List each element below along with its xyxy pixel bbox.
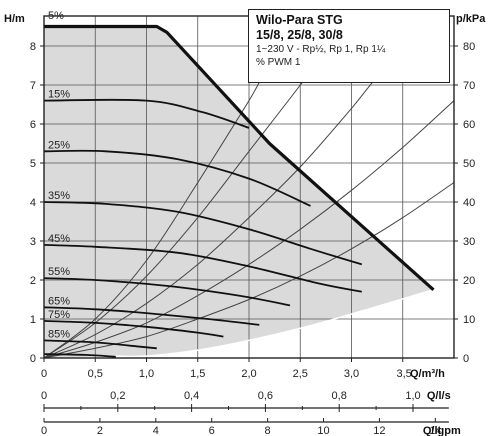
pwm-curve — [43, 201, 363, 266]
x3-tick-label: 6 — [209, 425, 215, 436]
y-tick-label: 0 — [30, 353, 36, 365]
y-tick-label: 3 — [30, 236, 36, 248]
y-tick-label: 7 — [30, 80, 36, 92]
system-curve — [43, 182, 455, 359]
pwm-curve — [43, 320, 224, 338]
operating-region — [44, 26, 434, 358]
x3-tick-label: 12 — [373, 425, 385, 436]
y2-tick-label: 50 — [463, 158, 475, 170]
y2-axis-label: p/kPa — [456, 13, 486, 25]
x2-axis-label: Q/l/s — [427, 390, 451, 402]
y-tick-label: 2 — [30, 275, 36, 287]
min-envelope-line — [115, 289, 434, 358]
pwm-curve — [43, 277, 291, 307]
x3-tick-label: 0 — [41, 425, 47, 436]
pwm-curve-label: 25% — [48, 139, 70, 151]
y2-tick-label: 30 — [463, 236, 475, 248]
pwm-curve — [43, 306, 260, 326]
pwm-curve-label: 15% — [48, 89, 70, 101]
y2-tick-label: 80 — [463, 41, 475, 53]
y-axis-label: H/m — [4, 13, 25, 25]
pwm-curve-label: 75% — [48, 309, 70, 321]
x-tick-label: 0 — [41, 368, 47, 380]
y-tick-label: 4 — [30, 197, 36, 209]
x3-tick-label: 10 — [317, 425, 329, 436]
x3-tick-label: 14 — [429, 425, 441, 436]
chart-models: 15/8, 25/8, 30/8 — [256, 28, 343, 42]
x3-tick-label: 8 — [265, 425, 271, 436]
pwm-curve-label: 35% — [48, 190, 70, 202]
x-tick-label: 3,0 — [344, 368, 359, 380]
x-tick-label: 1,0 — [139, 368, 154, 380]
x-tick-label: 2,0 — [241, 368, 256, 380]
pwm-curve — [43, 244, 362, 293]
pwm-curve — [43, 149, 311, 207]
x-axis-label: Q/m³/h — [410, 368, 445, 380]
y2-tick-label: 20 — [463, 275, 475, 287]
chart-control: % PWM 1 — [256, 57, 301, 68]
pwm-curve-label: 55% — [48, 266, 70, 278]
pwm-curve — [43, 339, 157, 350]
pwm-curve — [44, 24, 435, 291]
x3-axis-label: Q/lgpm — [423, 425, 461, 436]
x-tick-label: 3,5 — [396, 368, 411, 380]
x2-tick-label: 0,6 — [258, 390, 273, 402]
x-tick-label: 1,5 — [190, 368, 205, 380]
pwm-curve — [43, 353, 116, 358]
pwm-curve — [43, 98, 250, 129]
y-tick-label: 8 — [30, 41, 36, 53]
y-tick-label: 1 — [30, 314, 36, 326]
x2-tick-label: 0,2 — [110, 390, 125, 402]
pwm-curve-label: 65% — [48, 295, 70, 307]
chart-legend-box: Wilo-Para STG 15/8, 25/8, 30/8 1~230 V -… — [248, 9, 450, 83]
x3-tick-label: 2 — [97, 425, 103, 436]
y-tick-label: 5 — [30, 158, 36, 170]
y2-tick-label: 40 — [463, 197, 475, 209]
y2-tick-label: 0 — [463, 353, 469, 365]
y2-tick-label: 70 — [463, 80, 475, 92]
x-tick-label: 2,5 — [293, 368, 308, 380]
y-tick-label: 6 — [30, 119, 36, 131]
x2-tick-label: 1,0 — [405, 390, 420, 402]
pwm-curve-label: 85% — [48, 328, 70, 340]
y2-tick-label: 10 — [463, 314, 475, 326]
pwm-curve-label: 45% — [48, 233, 70, 245]
system-curve — [43, 100, 455, 359]
x2-tick-label: 0 — [41, 390, 47, 402]
x2-tick-label: 0,8 — [332, 390, 347, 402]
x2-tick-label: 0,4 — [184, 390, 199, 402]
pwm-curve-label: 5% — [48, 10, 64, 22]
chart-supply: 1~230 V - Rp½, Rp 1, Rp 1¼ — [256, 44, 386, 55]
x3-tick-label: 4 — [153, 425, 159, 436]
x-tick-label: 0,5 — [88, 368, 103, 380]
y2-tick-label: 60 — [463, 119, 475, 131]
chart-title: Wilo-Para STG — [256, 13, 343, 27]
